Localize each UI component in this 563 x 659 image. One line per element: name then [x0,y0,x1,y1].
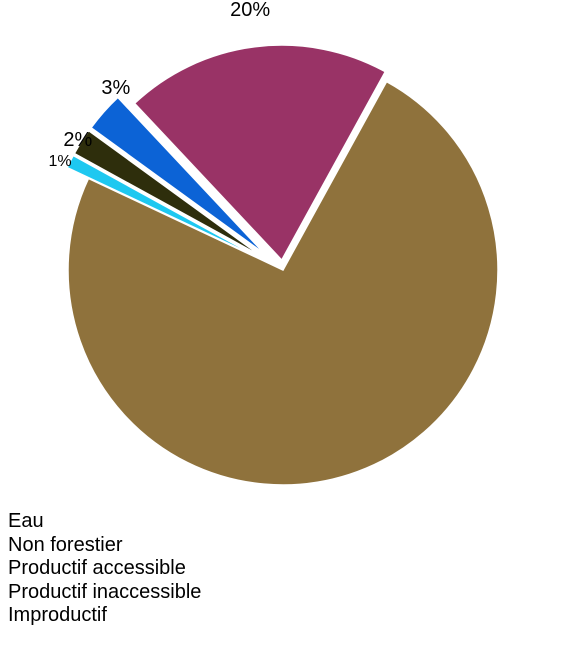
pie-chart: 1%2%3%20%74% [49,0,499,486]
value-label-eau: 1% [49,153,72,170]
legend-item-productif-inaccessible: Productif inaccessible [8,580,202,603]
value-label-non-forestier: 2% [63,129,92,151]
pie-value-labels: 1%2%3%20%74% [49,0,271,170]
legend-item-eau: Eau [8,510,44,532]
pie-slice-productif-accessible [90,96,266,255]
value-label-productif-accessible: 3% [101,77,130,99]
legend-item-non-forestier: Non forestier [8,533,123,556]
pie-slice-productif-inaccessible [133,44,387,262]
legend-item-improductif: Improductif [8,604,107,626]
pie-slices [66,44,499,486]
pie-slice-eau [66,154,262,260]
pie-slice-non-forestier [73,129,264,258]
legend-item-productif-accessible: Productif accessible [8,557,186,579]
pie-slice-improductif [67,80,499,486]
legend: Eau Non forestier Productif accessible P… [8,510,201,628]
value-label-productif-inaccessible: 20% [230,0,270,21]
